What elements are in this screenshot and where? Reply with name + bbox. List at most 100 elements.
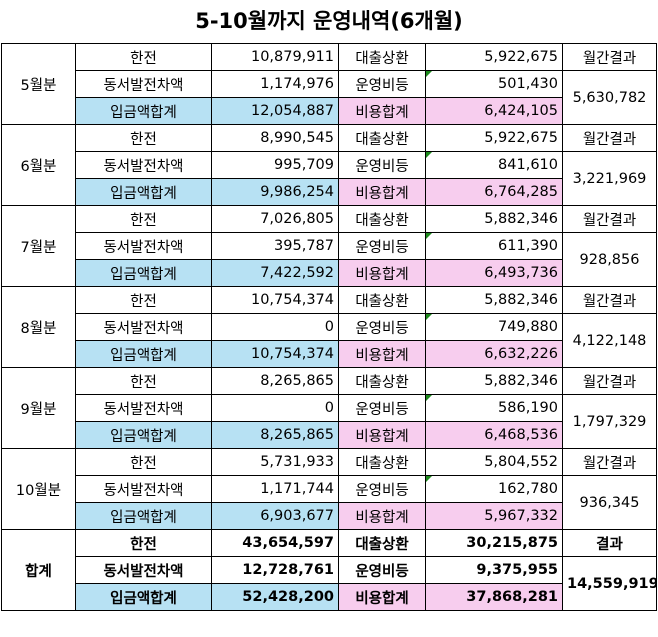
- value-result[interactable]: 4,122,148: [562, 313, 657, 368]
- value-hanjeon[interactable]: 8,990,545: [211, 124, 339, 152]
- month-label[interactable]: 10월분: [1, 448, 76, 530]
- month-label[interactable]: 8월분: [1, 286, 76, 368]
- value-loan[interactable]: 5,882,346: [425, 367, 563, 395]
- month-label[interactable]: 5월분: [1, 43, 76, 125]
- label-loan[interactable]: 대출상환: [338, 43, 426, 71]
- label-result[interactable]: 결과: [562, 529, 657, 557]
- value-income-total[interactable]: 6,903,677: [211, 502, 339, 530]
- value-income-total[interactable]: 52,428,200: [211, 583, 339, 611]
- value-income-total[interactable]: 12,054,887: [211, 97, 339, 125]
- label-result[interactable]: 월간결과: [562, 448, 657, 476]
- label-hanjeon[interactable]: 한전: [75, 529, 212, 557]
- label-result[interactable]: 월간결과: [562, 43, 657, 71]
- label-hanjeon[interactable]: 한전: [75, 205, 212, 233]
- value-loan[interactable]: 30,215,875: [425, 529, 563, 557]
- label-cost-total[interactable]: 비용합계: [338, 421, 426, 449]
- label-loan[interactable]: 대출상환: [338, 448, 426, 476]
- label-opcost[interactable]: 운영비등: [338, 232, 426, 260]
- value-dongseo[interactable]: 995,709: [211, 151, 339, 179]
- label-hanjeon[interactable]: 한전: [75, 448, 212, 476]
- label-opcost[interactable]: 운영비등: [338, 394, 426, 422]
- label-cost-total[interactable]: 비용합계: [338, 583, 426, 611]
- month-label[interactable]: 6월분: [1, 124, 76, 206]
- value-result[interactable]: 3,221,969: [562, 151, 657, 206]
- value-opcost[interactable]: 611,390: [425, 232, 563, 260]
- value-dongseo[interactable]: 12,728,761: [211, 556, 339, 584]
- value-opcost[interactable]: 162,780: [425, 475, 563, 503]
- value-dongseo[interactable]: 0: [211, 394, 339, 422]
- value-hanjeon[interactable]: 8,265,865: [211, 367, 339, 395]
- value-cost-total[interactable]: 6,493,736: [425, 259, 563, 287]
- value-income-total[interactable]: 7,422,592: [211, 259, 339, 287]
- value-loan[interactable]: 5,882,346: [425, 205, 563, 233]
- label-cost-total[interactable]: 비용합계: [338, 178, 426, 206]
- label-dongseo[interactable]: 동서발전차액: [75, 556, 212, 584]
- label-loan[interactable]: 대출상환: [338, 286, 426, 314]
- value-hanjeon[interactable]: 7,026,805: [211, 205, 339, 233]
- value-loan[interactable]: 5,922,675: [425, 43, 563, 71]
- label-opcost[interactable]: 운영비등: [338, 70, 426, 98]
- value-income-total[interactable]: 10,754,374: [211, 340, 339, 368]
- value-hanjeon[interactable]: 10,754,374: [211, 286, 339, 314]
- value-result[interactable]: 5,630,782: [562, 70, 657, 125]
- value-income-total[interactable]: 8,265,865: [211, 421, 339, 449]
- label-loan[interactable]: 대출상환: [338, 205, 426, 233]
- value-hanjeon[interactable]: 5,731,933: [211, 448, 339, 476]
- label-dongseo[interactable]: 동서발전차액: [75, 232, 212, 260]
- value-dongseo[interactable]: 0: [211, 313, 339, 341]
- label-income-total[interactable]: 입금액합계: [75, 97, 212, 125]
- label-opcost[interactable]: 운영비등: [338, 151, 426, 179]
- value-dongseo[interactable]: 1,171,744: [211, 475, 339, 503]
- value-result[interactable]: 1,797,329: [562, 394, 657, 449]
- value-income-total[interactable]: 9,986,254: [211, 178, 339, 206]
- value-loan[interactable]: 5,922,675: [425, 124, 563, 152]
- label-opcost[interactable]: 운영비등: [338, 475, 426, 503]
- label-cost-total[interactable]: 비용합계: [338, 340, 426, 368]
- label-income-total[interactable]: 입금액합계: [75, 421, 212, 449]
- label-income-total[interactable]: 입금액합계: [75, 178, 212, 206]
- label-dongseo[interactable]: 동서발전차액: [75, 151, 212, 179]
- label-cost-total[interactable]: 비용합계: [338, 97, 426, 125]
- label-income-total[interactable]: 입금액합계: [75, 340, 212, 368]
- label-dongseo[interactable]: 동서발전차액: [75, 475, 212, 503]
- label-result[interactable]: 월간결과: [562, 205, 657, 233]
- label-dongseo[interactable]: 동서발전차액: [75, 70, 212, 98]
- label-dongseo[interactable]: 동서발전차액: [75, 313, 212, 341]
- value-cost-total[interactable]: 6,764,285: [425, 178, 563, 206]
- label-hanjeon[interactable]: 한전: [75, 367, 212, 395]
- value-opcost[interactable]: 841,610: [425, 151, 563, 179]
- label-opcost[interactable]: 운영비등: [338, 313, 426, 341]
- value-cost-total[interactable]: 6,424,105: [425, 97, 563, 125]
- label-hanjeon[interactable]: 한전: [75, 124, 212, 152]
- value-opcost[interactable]: 9,375,955: [425, 556, 563, 584]
- value-loan[interactable]: 5,882,346: [425, 286, 563, 314]
- label-hanjeon[interactable]: 한전: [75, 43, 212, 71]
- value-opcost[interactable]: 501,430: [425, 70, 563, 98]
- label-dongseo[interactable]: 동서발전차액: [75, 394, 212, 422]
- value-hanjeon[interactable]: 10,879,911: [211, 43, 339, 71]
- month-label[interactable]: 합계: [1, 529, 76, 611]
- label-loan[interactable]: 대출상환: [338, 124, 426, 152]
- value-result[interactable]: 14,559,919: [562, 556, 657, 611]
- label-income-total[interactable]: 입금액합계: [75, 259, 212, 287]
- value-dongseo[interactable]: 1,174,976: [211, 70, 339, 98]
- label-cost-total[interactable]: 비용합계: [338, 259, 426, 287]
- label-result[interactable]: 월간결과: [562, 286, 657, 314]
- label-opcost[interactable]: 운영비등: [338, 556, 426, 584]
- value-cost-total[interactable]: 5,967,332: [425, 502, 563, 530]
- label-result[interactable]: 월간결과: [562, 124, 657, 152]
- value-opcost[interactable]: 586,190: [425, 394, 563, 422]
- label-income-total[interactable]: 입금액합계: [75, 583, 212, 611]
- value-cost-total[interactable]: 37,868,281: [425, 583, 563, 611]
- value-opcost[interactable]: 749,880: [425, 313, 563, 341]
- label-loan[interactable]: 대출상환: [338, 367, 426, 395]
- label-cost-total[interactable]: 비용합계: [338, 502, 426, 530]
- value-result[interactable]: 936,345: [562, 475, 657, 530]
- value-loan[interactable]: 5,804,552: [425, 448, 563, 476]
- value-dongseo[interactable]: 395,787: [211, 232, 339, 260]
- value-cost-total[interactable]: 6,632,226: [425, 340, 563, 368]
- month-label[interactable]: 9월분: [1, 367, 76, 449]
- label-income-total[interactable]: 입금액합계: [75, 502, 212, 530]
- value-result[interactable]: 928,856: [562, 232, 657, 287]
- month-label[interactable]: 7월분: [1, 205, 76, 287]
